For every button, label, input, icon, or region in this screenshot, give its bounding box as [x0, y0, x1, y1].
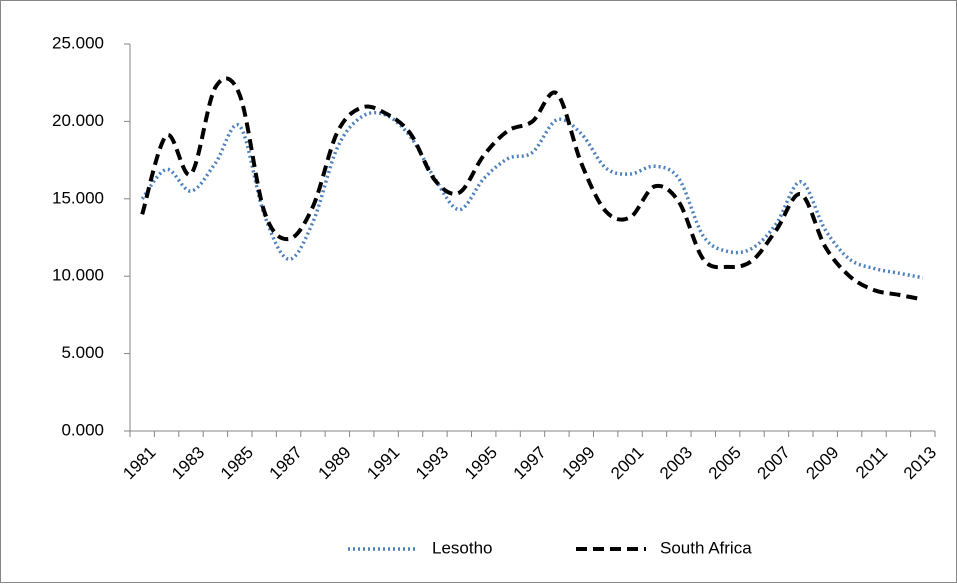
line-series	[140, 76, 924, 302]
y-tick-label: 0.000	[61, 420, 104, 439]
y-tick-label: 25.000	[52, 33, 104, 52]
y-tick-label: 15.000	[52, 188, 104, 207]
legend-label: Lesotho	[432, 538, 493, 557]
y-tick-label: 5.000	[61, 343, 104, 362]
legend-label: South Africa	[660, 538, 752, 557]
y-tick-label: 20.000	[52, 111, 104, 130]
y-tick-label: 10.000	[52, 266, 104, 285]
